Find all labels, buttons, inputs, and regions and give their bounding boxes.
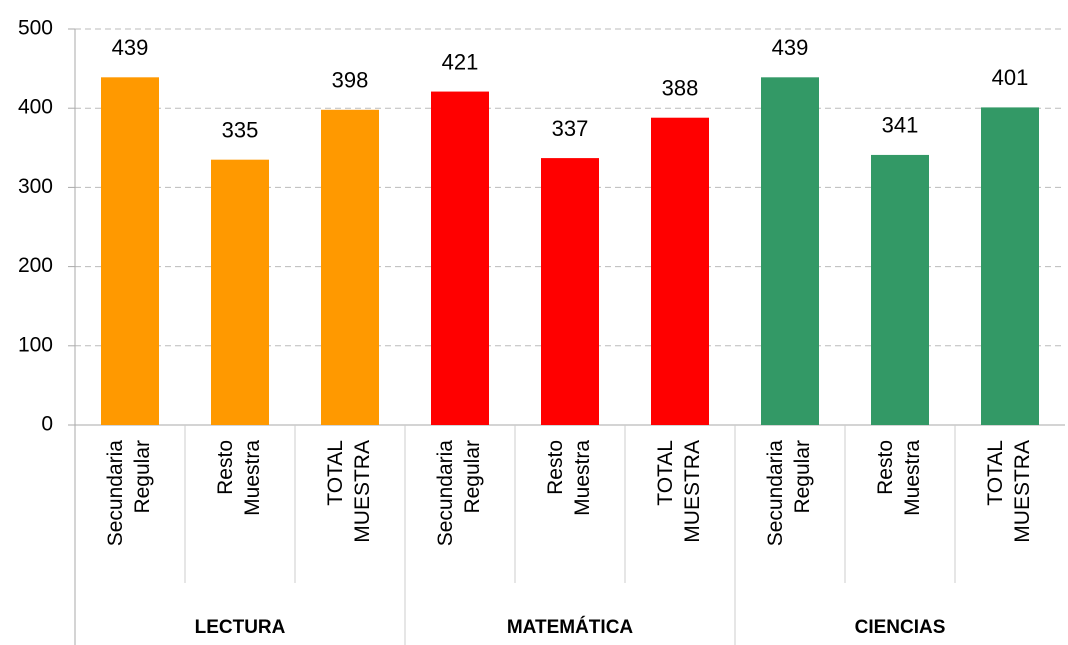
bar [651,117,709,425]
x-tick-label: Resto [874,440,897,495]
group-label: MATEMÁTICA [507,616,634,638]
value-label: 401 [992,65,1029,90]
bar [541,158,599,425]
x-tick-label: Secundaria [104,440,127,547]
x-tick-label: TOTAL [984,440,1007,506]
value-label: 341 [882,113,919,138]
x-tick-label: Regular [461,440,484,514]
bar [431,91,489,426]
value-label: 439 [112,35,149,60]
y-tick-label: 0 [41,413,53,436]
bar [871,154,929,426]
bar [101,77,159,425]
value-label: 388 [662,76,699,101]
bar [211,159,269,425]
x-tick-label: MUESTRA [351,440,374,543]
bar [981,107,1039,426]
x-tick-label: Resto [544,440,567,495]
bar [321,109,379,425]
x-tick-label: Secundaria [764,440,787,547]
value-label: 398 [332,68,369,93]
x-tick-label: Resto [214,440,237,495]
group-label: LECTURA [195,617,286,638]
bar [761,77,819,425]
x-tick-label: TOTAL [654,440,677,506]
value-label: 439 [772,35,809,60]
value-label: 421 [442,49,479,74]
value-label: 335 [222,117,259,142]
x-tick-label: Regular [131,440,154,514]
x-tick-label: Muestra [571,440,594,516]
x-tick-label: MUESTRA [681,440,704,543]
x-tick-label: Regular [791,440,814,514]
x-tick-label: Secundaria [434,440,457,547]
y-tick-label: 400 [18,96,53,119]
x-tick-label: Muestra [901,440,924,516]
group-label: CIENCIAS [855,617,946,638]
value-label: 337 [552,116,589,141]
y-tick-label: 500 [18,17,53,40]
x-tick-label: Muestra [241,440,264,516]
y-tick-label: 300 [18,175,53,198]
x-tick-label: MUESTRA [1011,440,1034,543]
y-tick-label: 100 [18,333,53,356]
y-tick-label: 200 [18,254,53,277]
x-tick-label: TOTAL [324,440,347,506]
